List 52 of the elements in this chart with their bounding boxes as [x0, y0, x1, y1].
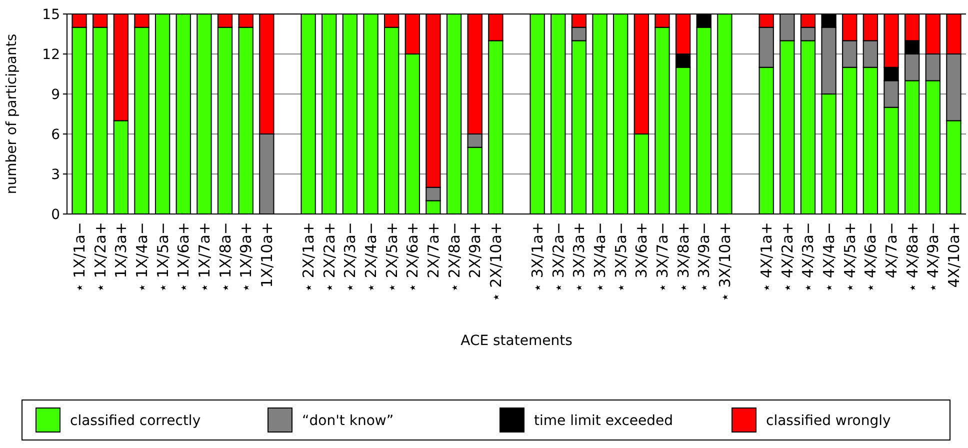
x-tick-label: ⋆ 3X/1a+: [528, 222, 547, 292]
x-tick-label: 2X/7a+: [424, 222, 442, 278]
x-tick-label: ⋆ 4X/2a+: [778, 222, 796, 292]
x-tick-label: 3X/6a+: [632, 222, 651, 278]
x-tick-label: ⋆ 3X/3a+: [570, 222, 588, 292]
legend-label: “don't know”: [302, 412, 394, 429]
x-tick-label: ⋆ 3X/8a+: [674, 222, 692, 292]
x-tick-label: ⋆ 1X/2a+: [91, 222, 110, 292]
x-tick-label: ⋆ 1X/6a+: [174, 222, 193, 292]
x-tick-label: ⋆ 3X/5a−: [612, 222, 630, 292]
x-tick-label: ⋆ 4X/5a+: [840, 222, 859, 292]
x-tick-label: ⋆ 2X/1a+: [300, 222, 318, 292]
x-tick-label: ⋆ 2X/2a+: [320, 222, 338, 292]
legend-label: time limit exceeded: [534, 412, 674, 429]
y-tick-label: 0: [51, 206, 60, 223]
x-tick-label: ⋆ 4X/6a−: [862, 222, 880, 292]
x-tick-label: ⋆ 1X/9a+: [237, 222, 256, 292]
x-tick-label: 2X/9a+: [466, 222, 484, 278]
x-tick-label: ⋆ 3X/7a−: [653, 222, 672, 292]
x-tick-label: ⋆ 3X/10a+: [716, 222, 734, 302]
x-tick-label: ⋆ 3X/2a−: [549, 222, 568, 292]
x-tick-label: ⋆ 1X/8a−: [216, 222, 234, 292]
x-tick-label: ⋆ 4X/1a+: [758, 222, 776, 292]
legend-label: classified wrongly: [766, 412, 891, 429]
legend-label: classified correctly: [70, 412, 201, 429]
x-tick-label: ⋆ 4X/3a−: [799, 222, 818, 292]
x-tick-label: 1X/3a+: [112, 222, 130, 278]
x-tick-label: ⋆ 4X/4a−: [820, 222, 838, 292]
y-tick-label: 15: [42, 6, 60, 23]
x-tick-label: ⋆ 4X/9a−: [924, 222, 942, 292]
x-tick-label: ⋆ 4X/8a+: [903, 222, 922, 292]
y-tick-label: 9: [51, 86, 60, 103]
y-tick-label: 12: [42, 46, 60, 63]
x-tick-label: ⋆ 2X/3a−: [341, 222, 360, 292]
x-tick-label: 1X/10a+: [258, 222, 276, 288]
x-axis-title: ACE statements: [460, 333, 572, 349]
x-tick-label: ⋆ 3X/4a−: [591, 222, 610, 292]
x-tick-label: ⋆ 1X/1a−: [70, 222, 89, 292]
x-tick-label: ⋆ 2X/6a+: [404, 222, 422, 292]
x-tick-label: ⋆ 2X/4a−: [362, 222, 380, 292]
x-tick-label: ⋆ 1X/4a−: [132, 222, 151, 292]
x-tick-label: 4X/10a+: [944, 222, 963, 288]
y-axis-title: number of participants: [4, 34, 20, 194]
x-tick-label: ⋆ 1X/7a+: [195, 222, 214, 292]
x-tick-label: ⋆ 2X/10a+: [486, 222, 505, 302]
x-tick-label: 4X/7a−: [882, 222, 901, 278]
y-tick-label: 6: [51, 126, 60, 143]
x-tick-label: ⋆ 3X/9a−: [695, 222, 714, 292]
y-tick-label: 3: [51, 166, 60, 183]
x-tick-label: ⋆ 1X/5a−: [154, 222, 172, 292]
x-tick-label: ⋆ 2X/8a−: [445, 222, 464, 292]
x-tick-label: ⋆ 2X/5a+: [382, 222, 401, 292]
